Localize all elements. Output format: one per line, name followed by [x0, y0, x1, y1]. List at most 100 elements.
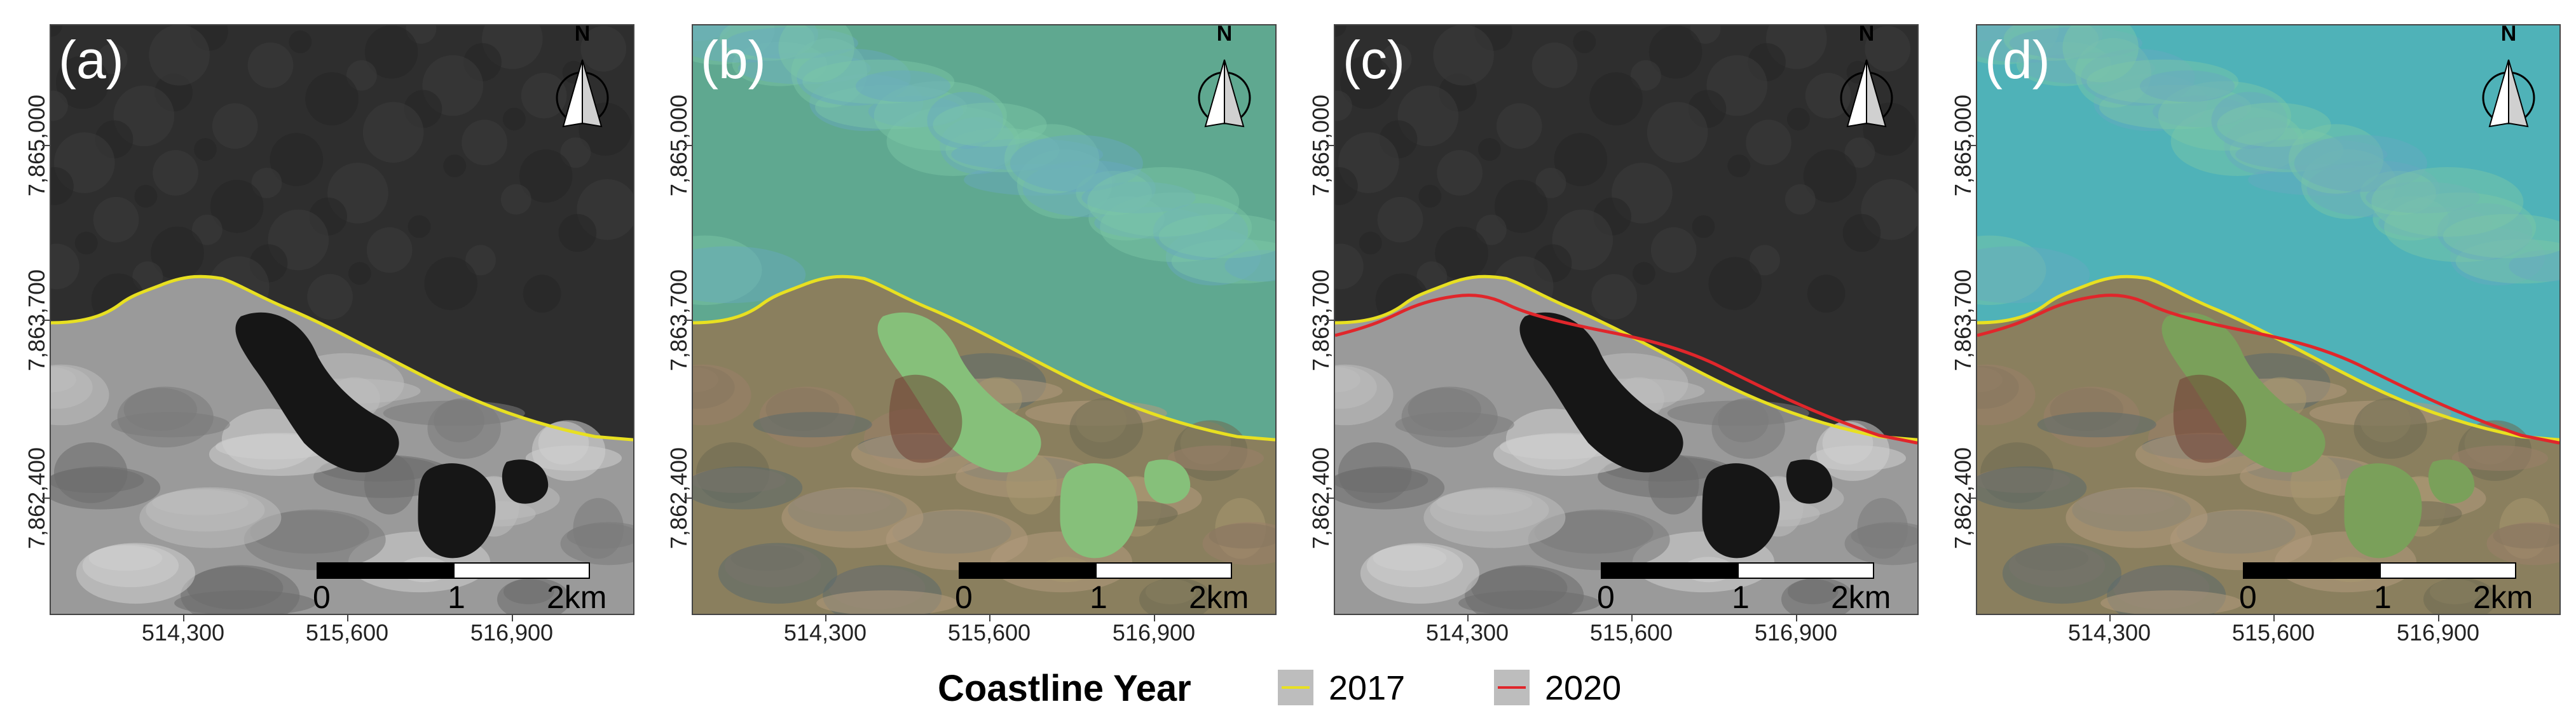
- inland-lake: [1786, 459, 1833, 504]
- y-tick-mark: [1968, 320, 1976, 321]
- sea-texture: [2301, 149, 2397, 219]
- sea-texture: [307, 274, 353, 320]
- scale-bar-white: [453, 562, 590, 579]
- sea-texture: [1076, 171, 1152, 215]
- sea-texture: [1433, 25, 1494, 86]
- scale-bar: 0 1 2km: [2239, 562, 2533, 614]
- x-tick-label: 516,900: [1112, 620, 1196, 646]
- scale-bar-white: [2380, 562, 2516, 579]
- sea-texture: [2224, 117, 2300, 174]
- land-texture: [2037, 412, 2156, 438]
- sea-texture: [408, 215, 431, 238]
- scale-start: 0: [1597, 579, 1615, 615]
- x-tick-mark: [1467, 615, 1469, 621]
- sea-texture: [1727, 154, 1751, 177]
- land-texture: [174, 590, 317, 614]
- sea-texture: [1803, 149, 1857, 203]
- panel-label: (d): [1985, 30, 2050, 90]
- sea-texture: [580, 25, 627, 72]
- sea-texture: [1435, 226, 1488, 280]
- sea-texture: [1100, 192, 1252, 262]
- sea-texture: [51, 90, 68, 121]
- sea-texture: [933, 102, 1047, 147]
- land-texture: [1335, 364, 1394, 426]
- x-tick-mark: [2273, 615, 2275, 621]
- sea-texture: [1786, 107, 1810, 131]
- coastline-2017: [1335, 274, 1917, 442]
- sea-texture: [2099, 85, 2252, 130]
- sea-texture: [366, 227, 413, 273]
- sea-texture: [1865, 25, 1911, 72]
- scale-end: 2km: [1831, 579, 1891, 615]
- sea-texture: [1554, 133, 1608, 186]
- sea-texture: [1842, 213, 1881, 252]
- sea-texture: [802, 59, 955, 104]
- x-tick-mark: [989, 615, 990, 621]
- sea-texture: [1531, 42, 1578, 88]
- sea-texture: [2009, 27, 2142, 59]
- map-image: [693, 25, 1275, 614]
- legend-label-2017: 2017: [1329, 669, 1406, 707]
- scale-mid: 1: [1732, 579, 1750, 615]
- x-tick-mark: [1631, 615, 1633, 621]
- sea-texture: [1094, 207, 1209, 239]
- legend-line-2017: [1282, 686, 1310, 689]
- sea-texture: [1647, 102, 1708, 163]
- x-tick-mark: [1154, 615, 1155, 621]
- legend-label-2020: 2020: [1545, 669, 1622, 707]
- sea-texture: [2217, 102, 2331, 147]
- sea-texture: [2235, 139, 2388, 171]
- x-tick-mark: [512, 615, 513, 621]
- sea-texture: [1648, 25, 1702, 79]
- scale-bar-white: [1737, 562, 1874, 579]
- x-tick-label: 514,300: [141, 620, 225, 646]
- sea-texture: [886, 106, 1020, 176]
- sea-texture: [502, 107, 526, 131]
- sea-texture: [2170, 106, 2304, 176]
- inland-lake: [235, 312, 399, 473]
- coastline-2017: [1977, 274, 2559, 442]
- sea-texture: [1081, 181, 1196, 213]
- sea-texture: [134, 184, 158, 208]
- land-texture: [2002, 543, 2122, 604]
- sea-texture: [2022, 52, 2155, 85]
- sea-texture: [424, 257, 478, 311]
- x-tick-mark: [825, 615, 826, 621]
- sea-texture: [2384, 192, 2537, 262]
- sea-texture: [1573, 30, 1596, 53]
- sea-texture: [1171, 239, 1275, 284]
- sea-texture: [1224, 250, 1275, 282]
- sea-texture: [732, 41, 828, 86]
- land-texture: [1977, 364, 2036, 426]
- inland-lake: [1519, 312, 1683, 473]
- inland-lake: [2344, 463, 2422, 559]
- sea-texture: [2152, 95, 2248, 128]
- scale-end: 2km: [547, 579, 607, 615]
- sea-texture: [693, 25, 731, 41]
- sea-texture: [289, 30, 312, 53]
- sea-texture: [132, 261, 163, 292]
- sea-texture: [809, 74, 924, 132]
- sea-texture: [2378, 207, 2493, 239]
- land-texture: [427, 398, 501, 459]
- sea-texture: [443, 154, 467, 177]
- sea-texture: [2086, 59, 2239, 104]
- sea-texture: [1496, 103, 1542, 149]
- sea-texture: [1591, 274, 1637, 320]
- y-tick-mark: [42, 320, 50, 321]
- sea-texture: [93, 196, 139, 243]
- sea-texture: [815, 85, 968, 130]
- x-tick-mark: [347, 615, 348, 621]
- sea-texture: [1153, 203, 1249, 261]
- sea-texture: [251, 168, 282, 198]
- scale-end: 2km: [1189, 579, 1249, 615]
- map-panel-2: (b) N 0 1 2km: [692, 24, 1277, 615]
- sea-texture: [149, 25, 210, 86]
- scale-bar-black: [1601, 562, 1737, 579]
- sea-texture: [693, 246, 806, 304]
- sea-texture: [348, 262, 371, 285]
- north-label: N: [574, 24, 591, 46]
- sea-texture: [1977, 25, 2059, 65]
- scale-bar: 0 1 2km: [1597, 562, 1891, 615]
- sea-texture: [462, 119, 507, 166]
